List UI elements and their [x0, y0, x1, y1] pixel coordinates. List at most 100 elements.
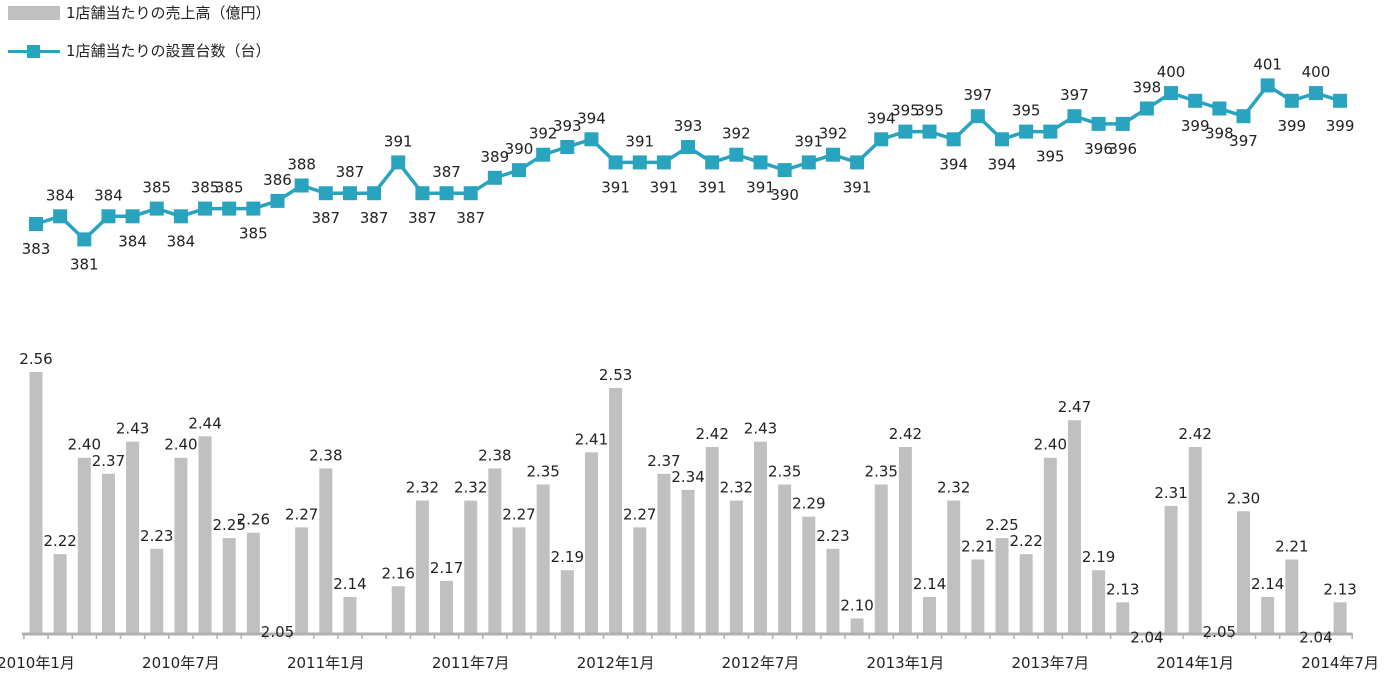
- line-data-label: 384: [94, 186, 123, 204]
- line-point-marker: [1115, 116, 1130, 131]
- line-point-marker: [1043, 124, 1058, 139]
- bar-data-label: 2.32: [720, 479, 753, 497]
- line-data-label: 391: [746, 178, 775, 196]
- line-data-label: 391: [843, 178, 872, 196]
- line-data-label: 384: [167, 232, 196, 250]
- bar: [898, 446, 912, 633]
- line-point-marker: [149, 201, 164, 216]
- bar-data-label: 2.27: [623, 505, 656, 523]
- bar: [488, 468, 502, 633]
- bar-data-label: 2.23: [816, 527, 849, 545]
- bar-data-label: 2.35: [768, 462, 801, 480]
- bar-data-label: 2.21: [961, 537, 994, 555]
- bar-data-label: 2.35: [865, 462, 898, 480]
- line-point-marker: [101, 209, 116, 224]
- line-point-marker: [995, 132, 1009, 147]
- bar-data-label: 2.26: [237, 511, 270, 529]
- line-data-label: 395: [891, 102, 920, 120]
- bar-data-label: 2.22: [43, 532, 76, 550]
- bar-data-label: 2.14: [1251, 575, 1284, 593]
- line-data-label: 390: [770, 186, 799, 204]
- bar: [778, 484, 792, 633]
- bar-data-label: 2.29: [792, 495, 825, 513]
- line-data-label: 388: [287, 156, 316, 174]
- bar-data-label: 2.47: [1058, 398, 1091, 416]
- bar-data-label: 2.44: [188, 414, 221, 432]
- line-data-label: 390: [505, 140, 534, 158]
- bar-data-label: 2.32: [406, 479, 439, 497]
- line-point-marker: [801, 155, 816, 170]
- line-data-label: 395: [915, 102, 944, 120]
- bar-data-label: 2.21: [1275, 537, 1308, 555]
- line-data-label: 399: [1326, 117, 1355, 135]
- bar-data-label: 2.32: [937, 479, 970, 497]
- line-data-label: 396: [1108, 140, 1137, 158]
- bar-data-label: 2.35: [526, 462, 559, 480]
- bar: [705, 446, 719, 633]
- line-point-marker: [536, 147, 551, 162]
- line-data-label: 397: [1060, 86, 1089, 104]
- line-point-marker: [1164, 86, 1179, 101]
- line-point-marker: [656, 155, 671, 170]
- bar-data-label: 2.14: [333, 575, 366, 593]
- line-data-label: 398: [1205, 125, 1234, 143]
- line-data-label: 397: [964, 86, 993, 104]
- bar-data-label: 2.41: [575, 430, 608, 448]
- legend-bar-swatch: [8, 5, 60, 20]
- line-point-marker: [850, 155, 865, 170]
- line-point-marker: [898, 124, 913, 139]
- bar: [319, 468, 333, 633]
- bar: [391, 586, 405, 633]
- bar-data-label: 2.05: [261, 623, 294, 641]
- line-data-label: 384: [46, 186, 75, 204]
- bar: [29, 372, 43, 633]
- bar-data-label: 2.25: [985, 516, 1018, 534]
- bar-data-label: 2.38: [478, 446, 511, 464]
- bar-data-label: 2.40: [1034, 436, 1067, 454]
- bar-data-label: 2.40: [68, 436, 101, 454]
- legend-item-machines: 1店舗当たりの設置台数（台）: [8, 40, 271, 61]
- line-point-marker: [946, 132, 961, 147]
- line-data-label: 397: [1229, 132, 1258, 150]
- line-data-label: 385: [239, 225, 268, 243]
- line-point-marker: [608, 155, 623, 170]
- bar-data-label: 2.25: [212, 516, 245, 534]
- x-tick-label: 2014年1月: [1156, 654, 1234, 672]
- line-point-marker: [512, 163, 526, 178]
- bar: [1188, 446, 1202, 633]
- bar-data-label: 2.27: [502, 505, 535, 523]
- line-data-label: 383: [22, 240, 51, 258]
- bar-data-label: 2.32: [454, 479, 487, 497]
- bar-data-label: 2.13: [1323, 580, 1356, 598]
- bar-data-label: 2.10: [840, 596, 873, 614]
- line-data-label: 393: [674, 117, 703, 135]
- line-point-marker: [560, 140, 575, 154]
- line-data-label: 394: [988, 155, 1017, 173]
- bar: [1261, 596, 1275, 633]
- bar: [464, 500, 478, 633]
- line-data-label: 389: [481, 148, 510, 166]
- line-point-marker: [270, 193, 285, 208]
- legend-item-sales: 1店舗当たりの売上高（億円）: [8, 2, 271, 23]
- x-tick-label: 2010年1月: [0, 654, 75, 672]
- bar-data-label: 2.14: [913, 575, 946, 593]
- line-point-marker: [367, 186, 382, 201]
- line-point-marker: [1188, 93, 1203, 108]
- bar-data-label: 2.16: [382, 564, 415, 582]
- line-data-label: 400: [1302, 63, 1331, 81]
- x-tick-label: 2011年1月: [287, 654, 365, 672]
- line-data-label: 392: [722, 125, 751, 143]
- bar-data-label: 2.37: [647, 452, 680, 470]
- bar: [174, 457, 188, 633]
- bar-data-label: 2.37: [92, 452, 125, 470]
- bar: [101, 473, 115, 633]
- bar: [198, 436, 212, 633]
- bar-data-label: 2.30: [1227, 489, 1260, 507]
- line-point-marker: [777, 163, 792, 178]
- bar-data-label: 2.43: [744, 420, 777, 438]
- line-data-label: 386: [263, 171, 292, 189]
- line-point-marker: [487, 170, 502, 185]
- bar-data-label: 2.42: [889, 425, 922, 443]
- line-point-marker: [77, 232, 92, 247]
- line-point-marker: [391, 155, 406, 170]
